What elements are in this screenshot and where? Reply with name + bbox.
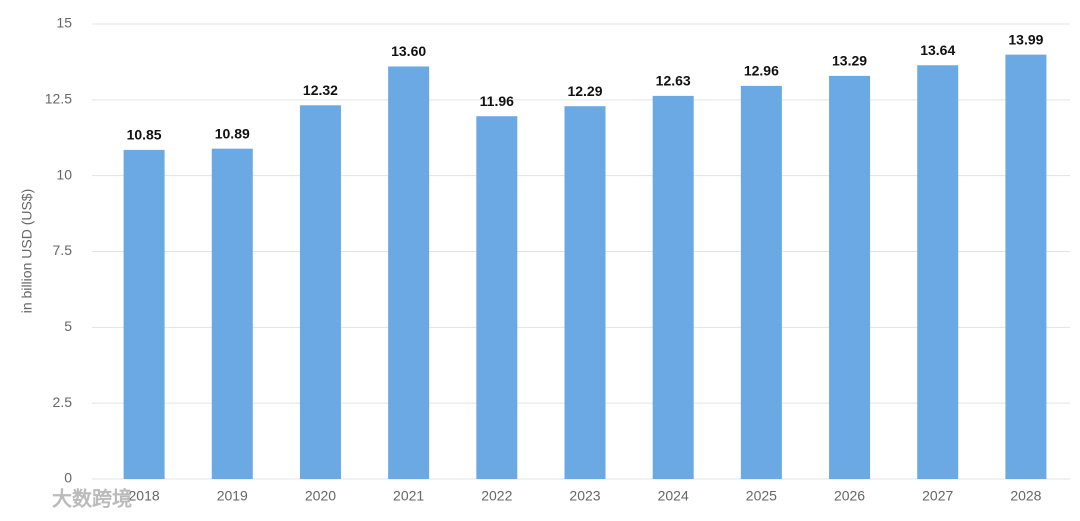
value-label: 12.96 (744, 63, 779, 79)
value-label: 13.29 (832, 53, 867, 69)
bar (740, 85, 782, 479)
value-label: 12.29 (567, 83, 602, 99)
x-tick-label: 2021 (393, 488, 424, 504)
value-label: 10.85 (127, 127, 162, 143)
bar (652, 95, 694, 479)
x-tick-label: 2026 (834, 488, 865, 504)
y-tick-label: 5 (64, 318, 72, 334)
value-label: 13.64 (920, 42, 955, 58)
y-tick-label: 2.5 (53, 394, 73, 410)
x-tick-label: 2018 (129, 488, 160, 504)
bar (917, 65, 959, 480)
value-label: 11.96 (480, 93, 514, 109)
value-label: 12.32 (303, 82, 338, 98)
x-tick-label: 2020 (305, 488, 336, 504)
bar (1005, 54, 1047, 480)
bar (476, 116, 518, 480)
x-tick-label: 2022 (481, 488, 512, 504)
value-label: 10.89 (215, 125, 250, 141)
y-tick-label: 0 (64, 470, 72, 486)
bar (211, 148, 253, 480)
watermark: 大数跨境 (52, 486, 132, 510)
x-tick-label: 2024 (658, 488, 689, 504)
y-tick-label: 7.5 (53, 242, 73, 258)
bar (829, 75, 871, 480)
bar (299, 105, 341, 479)
y-axis-label: in billion USD (US$) (19, 189, 35, 313)
x-tick-label: 2025 (746, 488, 777, 504)
x-tick-label: 2019 (217, 488, 248, 504)
bar (388, 66, 430, 479)
x-tick-label: 2023 (569, 488, 600, 504)
value-label: 13.60 (391, 43, 426, 59)
bar (123, 149, 165, 479)
value-label: 13.99 (1008, 31, 1043, 47)
x-tick-label: 2027 (922, 488, 953, 504)
y-tick-label: 12.5 (45, 91, 72, 107)
bar (564, 106, 606, 479)
x-tick-label: 2028 (1010, 488, 1041, 504)
y-tick-label: 15 (56, 15, 72, 31)
value-label: 12.63 (656, 73, 691, 89)
y-tick-label: 10 (56, 166, 72, 182)
